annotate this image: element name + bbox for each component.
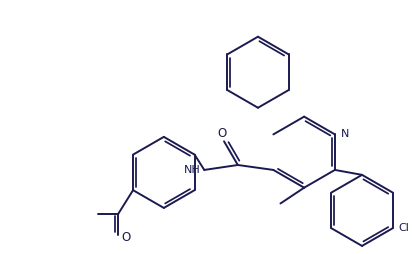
Text: Cl: Cl [399,223,410,233]
Text: O: O [217,128,226,140]
Text: O: O [121,231,130,244]
Text: N: N [341,129,350,139]
Text: NH: NH [184,165,200,175]
